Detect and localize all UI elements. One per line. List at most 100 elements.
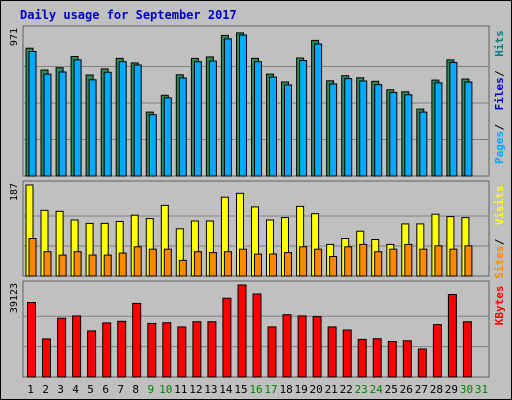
bars — [25, 32, 473, 378]
day-label-10: 10 — [159, 383, 172, 396]
day-label-23: 23 — [355, 383, 368, 396]
bar-sites-day-28 — [434, 245, 443, 277]
bar-sites-day-13 — [208, 252, 217, 277]
bar-files-day-4 — [73, 59, 82, 177]
legend-kbytes: KBytes — [493, 285, 506, 325]
bar-files-day-13 — [208, 60, 217, 177]
bar-files-day-18 — [284, 84, 292, 177]
legend-visits: Visits — [493, 185, 506, 225]
bar-sites-day-30 — [464, 245, 473, 277]
day-label-13: 13 — [204, 383, 217, 396]
bar-kbytes-day-27 — [417, 348, 427, 378]
max-label-kbytes: 39123 — [9, 283, 20, 313]
legend-separator: / — [493, 124, 506, 131]
bar-sites-day-19 — [299, 246, 308, 277]
bar-files-day-8 — [133, 64, 142, 177]
bar-files-day-10 — [163, 97, 172, 177]
bar-sites-day-26 — [404, 243, 413, 277]
day-label-15: 15 — [234, 383, 247, 396]
bar-sites-day-27 — [419, 248, 428, 277]
day-label-24: 24 — [370, 383, 384, 396]
bar-files-day-15 — [239, 34, 247, 177]
bar-sites-day-5 — [88, 254, 97, 277]
bar-sites-day-24 — [374, 251, 383, 277]
bar-sites-day-8 — [133, 246, 142, 277]
bar-sites-day-15 — [239, 248, 247, 277]
bar-kbytes-day-21 — [327, 326, 337, 378]
bar-kbytes-day-19 — [297, 315, 307, 378]
bar-kbytes-day-13 — [207, 321, 217, 378]
bar-sites-day-7 — [118, 252, 127, 277]
bar-files-day-11 — [178, 77, 187, 177]
bar-files-day-28 — [434, 82, 443, 177]
day-label-14: 14 — [219, 383, 233, 396]
bar-files-day-7 — [118, 61, 127, 177]
legend-pages: Pages — [493, 131, 506, 164]
bar-sites-day-17 — [269, 253, 277, 277]
bar-files-day-19 — [299, 60, 308, 177]
bar-kbytes-day-18 — [282, 314, 292, 378]
bar-files-day-12 — [193, 61, 202, 177]
bar-files-day-3 — [58, 71, 67, 177]
day-label-27: 27 — [415, 383, 428, 396]
bar-files-day-1 — [28, 51, 37, 177]
day-label-21: 21 — [325, 383, 338, 396]
bar-sites-day-2 — [43, 251, 52, 277]
bar-kbytes-day-9 — [147, 322, 157, 378]
bar-files-day-24 — [374, 84, 383, 177]
bar-sites-day-22 — [344, 246, 353, 277]
bar-kbytes-day-2 — [42, 338, 51, 378]
bar-kbytes-day-14 — [222, 297, 232, 378]
day-label-11: 11 — [174, 383, 187, 396]
legend-sites: Sites — [493, 246, 506, 279]
bar-sites-day-4 — [73, 251, 82, 277]
bar-kbytes-day-15 — [237, 284, 247, 378]
day-label-8: 8 — [132, 383, 139, 396]
day-label-5: 5 — [87, 383, 94, 396]
bar-kbytes-day-8 — [132, 302, 142, 378]
day-label-17: 17 — [264, 383, 277, 396]
day-label-12: 12 — [189, 383, 202, 396]
bar-files-day-16 — [254, 61, 262, 177]
bar-kbytes-day-7 — [117, 320, 127, 378]
bar-files-day-25 — [389, 92, 398, 177]
bar-kbytes-day-10 — [162, 322, 172, 378]
bar-kbytes-day-24 — [372, 338, 382, 378]
day-label-25: 25 — [385, 383, 398, 396]
day-label-3: 3 — [57, 383, 64, 396]
bar-files-day-9 — [148, 114, 157, 177]
bar-files-day-22 — [344, 78, 353, 177]
bar-sites-day-3 — [58, 254, 67, 277]
chart-title: Daily usage for September 2017 — [20, 8, 237, 22]
day-label-9: 9 — [147, 383, 154, 396]
bar-sites-day-29 — [449, 248, 458, 277]
max-label-hits: 971 — [9, 28, 20, 46]
bar-sites-day-16 — [254, 253, 262, 277]
day-label-26: 26 — [400, 383, 413, 396]
bar-sites-day-20 — [314, 248, 323, 277]
bar-kbytes-day-29 — [447, 294, 457, 378]
day-label-31: 31 — [475, 383, 488, 396]
bar-files-day-6 — [103, 71, 112, 177]
bar-kbytes-day-12 — [192, 321, 202, 378]
bar-sites-day-6 — [103, 254, 112, 277]
bar-files-day-14 — [223, 38, 232, 177]
bar-kbytes-day-26 — [402, 340, 412, 378]
day-labels: 1 2 3 4 5 6 7 8 9 10 11 12 13 14 15 16 17 18 19 20 21 22 23 24 2… — [27, 383, 488, 396]
bar-files-day-2 — [43, 73, 52, 177]
day-label-4: 4 — [72, 383, 79, 396]
legend-separator: / — [493, 70, 506, 77]
legend-files: Files — [493, 77, 506, 110]
bar-sites-day-11 — [178, 259, 187, 277]
bar-sites-day-12 — [193, 251, 202, 277]
day-label-16: 16 — [249, 383, 262, 396]
legend-hits: Hits — [493, 30, 506, 57]
bar-files-day-5 — [88, 79, 97, 177]
bar-kbytes-day-30 — [462, 321, 472, 378]
bar-kbytes-day-17 — [267, 326, 277, 378]
day-label-7: 7 — [117, 383, 124, 396]
day-label-20: 20 — [309, 383, 322, 396]
bar-kbytes-day-3 — [57, 317, 67, 378]
bar-kbytes-day-4 — [72, 315, 82, 378]
